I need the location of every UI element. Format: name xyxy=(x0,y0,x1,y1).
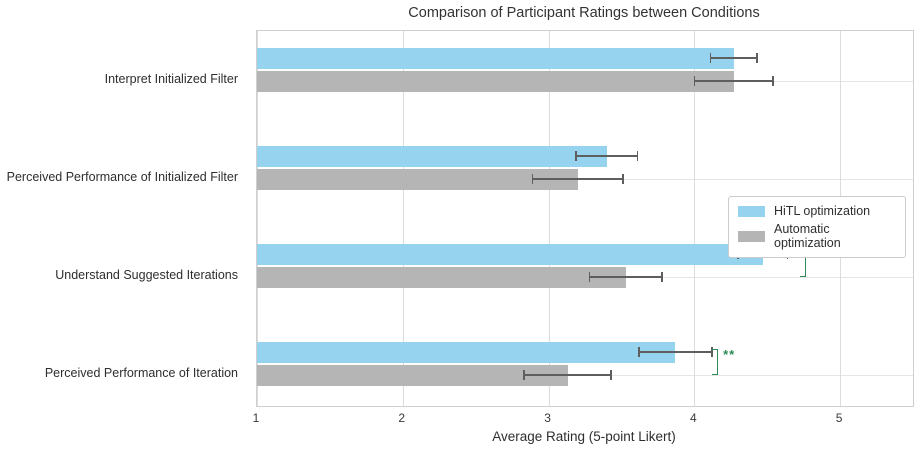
error-bar-line xyxy=(694,80,774,82)
bar-hitl-3 xyxy=(257,341,676,363)
x-tick-label: 2 xyxy=(398,411,406,425)
error-bar-line xyxy=(710,57,757,59)
gridline-vertical xyxy=(257,31,258,406)
error-bar-cap xyxy=(693,76,696,86)
gridline-vertical xyxy=(548,31,550,406)
x-tick-label: 1 xyxy=(252,411,260,425)
y-axis-labels: Interpret Initialized Filter Perceived Pe… xyxy=(0,30,247,405)
error-bar-cap xyxy=(522,370,525,380)
x-axis-label: Average Rating (5-point Likert) xyxy=(492,429,676,444)
category-label-1: Perceived Performance of Initialized Fil… xyxy=(6,170,238,184)
error-bar-cap xyxy=(711,347,713,357)
error-bar-cap xyxy=(610,370,613,380)
gridline-vertical xyxy=(694,31,696,406)
x-tick-labels: 1 2 3 4 5 xyxy=(253,411,912,427)
significance-bracket xyxy=(712,349,719,375)
error-bar-cap xyxy=(709,53,712,63)
bar-automatic-2 xyxy=(257,266,626,288)
bar-hitl-2 xyxy=(257,243,763,265)
legend-swatch-hitl xyxy=(738,205,765,217)
error-bar-cap xyxy=(622,174,624,184)
error-bar-line xyxy=(589,276,663,278)
legend-label-automatic: Automatic optimization xyxy=(774,222,841,250)
error-bar-line xyxy=(523,374,612,376)
category-label-3: Perceived Performance of Iteration xyxy=(44,366,238,380)
x-tick-label: 3 xyxy=(544,411,551,425)
category-label-2: Understand Suggested Iterations xyxy=(55,268,238,282)
error-bar-cap xyxy=(588,272,591,282)
error-bar-cap xyxy=(531,174,534,184)
legend-item-automatic: Automatic optimization xyxy=(738,220,896,252)
chart-title: Comparison of Participant Ratings betwee… xyxy=(408,5,760,21)
significance-label: ** xyxy=(723,347,736,362)
legend-item-hitl: HiTL optimization xyxy=(738,202,896,220)
error-bar-line xyxy=(638,351,712,353)
bar-hitl-0 xyxy=(257,47,734,69)
bar-automatic-0 xyxy=(257,70,734,92)
x-tick-label: 4 xyxy=(689,411,697,425)
legend-label-hitl: HiTL optimization xyxy=(774,204,871,218)
category-label-0: Interpret Initialized Filter xyxy=(104,72,238,86)
bar-automatic-3 xyxy=(257,364,568,386)
error-bar-cap xyxy=(575,151,578,161)
error-bar-cap xyxy=(772,76,774,86)
error-bar-line xyxy=(576,155,638,157)
x-tick-label: 5 xyxy=(835,411,843,425)
bar-automatic-1 xyxy=(257,168,578,190)
error-bar-cap xyxy=(638,347,640,357)
error-bar-cap xyxy=(636,151,639,161)
error-bar-cap xyxy=(756,53,758,63)
error-bar-line xyxy=(532,178,623,180)
bar-hitl-1 xyxy=(257,145,607,167)
legend: HiTL optimization Automatic optimization xyxy=(728,196,906,258)
error-bar-cap xyxy=(661,272,664,282)
legend-swatch-automatic xyxy=(738,230,765,242)
gridline-vertical xyxy=(402,31,404,406)
